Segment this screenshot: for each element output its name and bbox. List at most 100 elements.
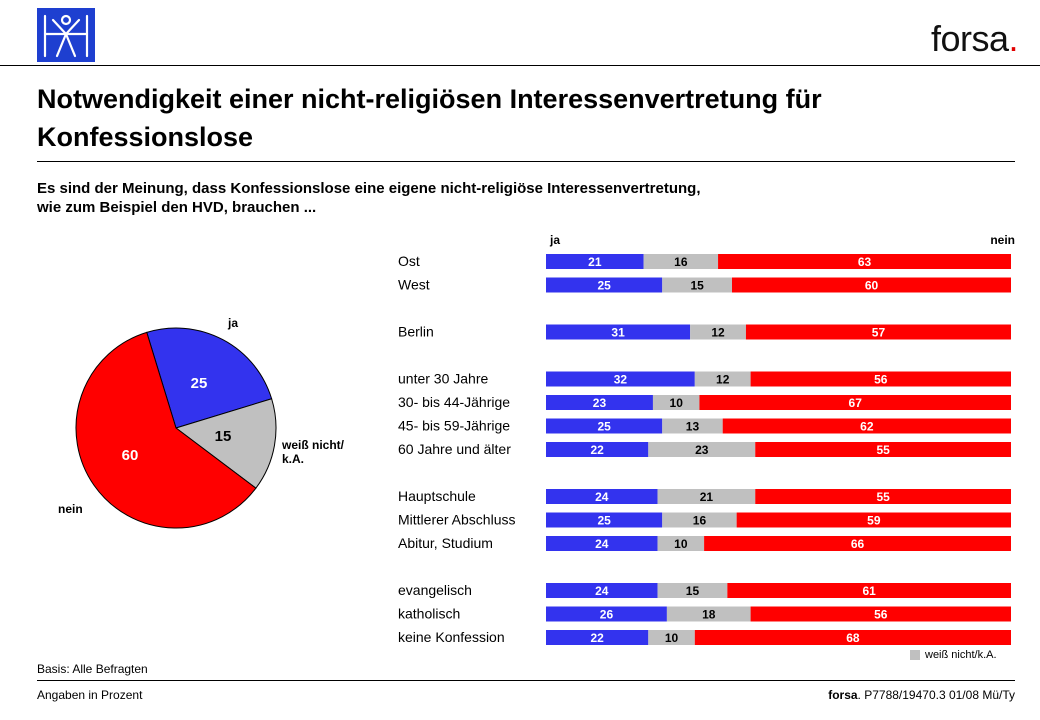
bar-segment-nein [704, 536, 1011, 551]
legend-label: weiß nicht/k.A. [925, 649, 997, 661]
bar-segment-ja [546, 418, 663, 434]
bar-segment-ja [546, 630, 649, 645]
bar-segment-nein [745, 324, 1011, 340]
bar-value-label: 15 [690, 279, 704, 293]
bar-value-label: 10 [670, 396, 684, 410]
bar-segment-ja [546, 536, 658, 551]
title-line-1: Notwendigkeit einer nicht-religiösen Int… [37, 84, 822, 114]
question-line-2: wie zum Beispiel den HVD, brauchen ... [37, 199, 317, 216]
bar-value-label: 25 [597, 279, 611, 293]
pie-value-label: 15 [215, 428, 232, 445]
title-line-2: Konfessionslose [37, 122, 254, 152]
bar-value-label: 15 [686, 584, 700, 598]
bar-value-label: 18 [702, 608, 716, 622]
bar-segment-nein [755, 442, 1011, 457]
bar-value-label: 55 [876, 443, 890, 457]
bar-value-label: 55 [876, 490, 890, 504]
bar-value-label: 26 [600, 608, 614, 622]
bar-value-label: 24 [595, 490, 609, 504]
bar-row-label: 30- bis 44-Jährige [398, 394, 510, 410]
bar-row-label: keine Konfession [398, 629, 505, 645]
source-note: forsa. P7788/19470.3 01/08 Mü/Ty [828, 688, 1015, 702]
bar-value-label: 61 [862, 584, 876, 598]
bar-row-label: West [398, 277, 430, 293]
bar-value-label: 12 [716, 373, 730, 387]
pie-category-label: ja [227, 316, 238, 330]
bar-segment-weinichtka [648, 630, 695, 645]
bar-segment-nein [727, 583, 1011, 598]
bar-segment-ja [546, 395, 653, 410]
question-text: Es sind der Meinung, dass Konfessionslos… [37, 179, 937, 217]
forsa-logo: forsa. [930, 18, 1019, 60]
bar-row-label: Mittlerer Abschluss [398, 512, 515, 528]
bar-segment-weinichtka [657, 583, 728, 598]
legend-swatch [910, 650, 920, 661]
bar-segment-weinichtka [662, 277, 732, 293]
bar-value-label: 10 [665, 631, 679, 645]
bar-row-label: katholisch [398, 606, 460, 622]
bar-segment-weinichtka [657, 536, 705, 551]
bar-segment-weinichtka [643, 254, 719, 269]
bar-segment-weinichtka [652, 395, 700, 410]
bar-value-label: 21 [700, 490, 714, 504]
bar-value-label: 10 [674, 537, 688, 551]
bar-segment-weinichtka [648, 442, 756, 457]
bar-row-label: Berlin [398, 324, 434, 340]
bar-segment-nein [736, 512, 1011, 528]
pie-slice-1 [174, 398, 277, 489]
bar-value-label: 22 [590, 443, 604, 457]
basis-note: Basis: Alle Befragten [37, 662, 148, 676]
units-note: Angaben in Prozent [37, 688, 143, 702]
bar-segment-ja [546, 254, 644, 269]
pie-category-label: k.A. [282, 452, 304, 466]
pie-value-label: 60 [122, 447, 139, 464]
bar-segment-weinichtka [662, 418, 723, 434]
bar-value-label: 23 [695, 443, 709, 457]
bar-row-label: Ost [398, 253, 420, 269]
source-ref: . P7788/19470.3 01/08 Mü/Ty [857, 688, 1015, 702]
bar-segment-weinichtka [662, 512, 737, 528]
bar-segment-ja [546, 489, 658, 504]
bar-segment-nein [699, 395, 1011, 410]
bar-row-label: Abitur, Studium [398, 535, 493, 551]
pie-value-label: 25 [191, 375, 208, 392]
page-title: Notwendigkeit einer nicht-religiösen Int… [37, 80, 1017, 156]
bar-segment-ja [546, 512, 663, 528]
bar-row-label: Hauptschule [398, 488, 476, 504]
bar-segment-nein [732, 277, 1011, 293]
header-rule [0, 65, 1040, 66]
footer-rule [37, 680, 1015, 681]
bar-value-label: 63 [858, 255, 872, 269]
bar-value-label: 59 [867, 514, 881, 528]
bar-segment-ja [546, 371, 695, 387]
brand-dot: . [1008, 18, 1018, 59]
stacked-bar-chart: ja nein Ost 21 16 63 West 25 15 60 Berlin 31 12 57 unt… [398, 233, 1015, 645]
legend: weiß nicht/k.A. [910, 649, 997, 661]
bar-value-label: 16 [674, 255, 688, 269]
bar-value-label: 67 [849, 396, 863, 410]
bar-header-nein: nein [990, 233, 1015, 247]
bar-segment-ja [546, 442, 649, 457]
bar-segment-weinichtka [690, 324, 746, 340]
pie-slice-0 [146, 327, 273, 429]
bar-segment-ja [546, 277, 663, 293]
pie-slice-2 [75, 331, 257, 529]
bar-segment-ja [546, 324, 691, 340]
bar-segment-ja [546, 583, 658, 598]
bar-segment-nein [755, 489, 1011, 504]
bar-segment-ja [546, 606, 667, 622]
bar-segment-nein [750, 371, 1011, 387]
bar-row-label: unter 30 Jahre [398, 371, 488, 387]
brand-text: forsa [930, 18, 1009, 59]
bar-value-label: 25 [597, 420, 611, 434]
bar-value-label: 12 [711, 326, 725, 340]
bar-value-label: 25 [597, 514, 611, 528]
bar-segment-nein [722, 418, 1011, 434]
bar-segment-nein [694, 630, 1011, 645]
bar-value-label: 32 [614, 373, 628, 387]
bar-value-label: 57 [872, 326, 886, 340]
pie-chart: 25 ja 15 weiß nicht/k.A. 60 nein [58, 316, 345, 529]
bar-row-label: 45- bis 59-Jährige [398, 418, 510, 434]
bar-segment-weinichtka [666, 606, 751, 622]
bar-value-label: 23 [593, 396, 607, 410]
